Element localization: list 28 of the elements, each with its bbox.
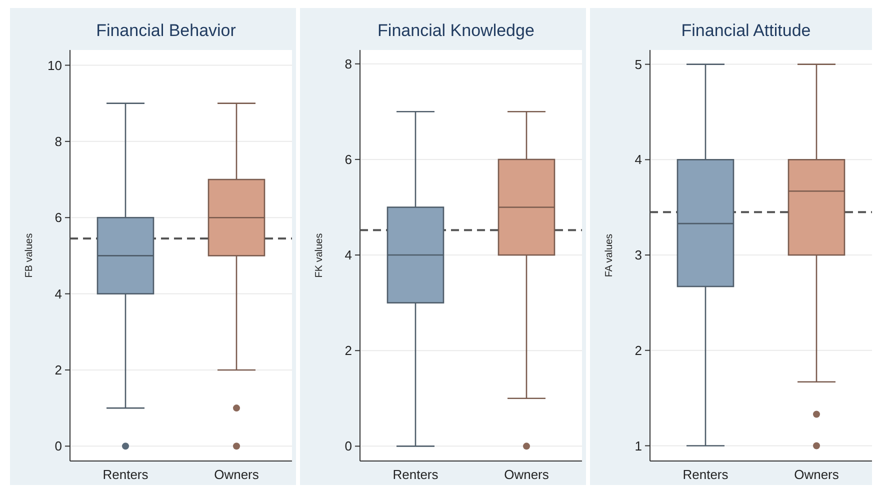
y-tick-label: 0 — [344, 438, 352, 454]
y-tick-label: 2 — [54, 362, 62, 378]
y-tick-label: 4 — [634, 152, 642, 168]
x-tick-label: Owners — [504, 467, 550, 482]
x-tick-label: Renters — [682, 467, 729, 482]
y-tick-label: 8 — [54, 134, 62, 149]
chart-title: Financial Behavior — [96, 21, 236, 40]
y-tick-label: 5 — [634, 56, 642, 72]
x-tick-label: Renters — [392, 467, 439, 482]
y-tick-label: 2 — [344, 343, 352, 358]
y-tick-label: 6 — [54, 210, 62, 226]
x-tick-label: Renters — [102, 467, 149, 482]
x-tick-label: Owners — [214, 467, 260, 482]
y-axis-title: FK values — [314, 233, 325, 278]
y-tick-label: 4 — [54, 286, 62, 302]
y-tick-label: 6 — [344, 152, 352, 167]
y-axis-title: FA values — [604, 234, 615, 278]
chart-title: Financial Knowledge — [378, 21, 534, 40]
chart-title: Financial Attitude — [681, 21, 811, 40]
y-tick-label: 2 — [634, 342, 642, 358]
y-tick-label: 10 — [48, 58, 62, 73]
y-tick-label: 3 — [634, 248, 642, 263]
y-axis-title: FB values — [24, 233, 35, 278]
y-tick-label: 8 — [344, 56, 352, 72]
y-tick-label: 4 — [344, 248, 352, 263]
x-tick-label: Owners — [794, 467, 840, 482]
y-tick-label: 1 — [634, 438, 642, 454]
y-tick-label: 0 — [54, 438, 62, 454]
